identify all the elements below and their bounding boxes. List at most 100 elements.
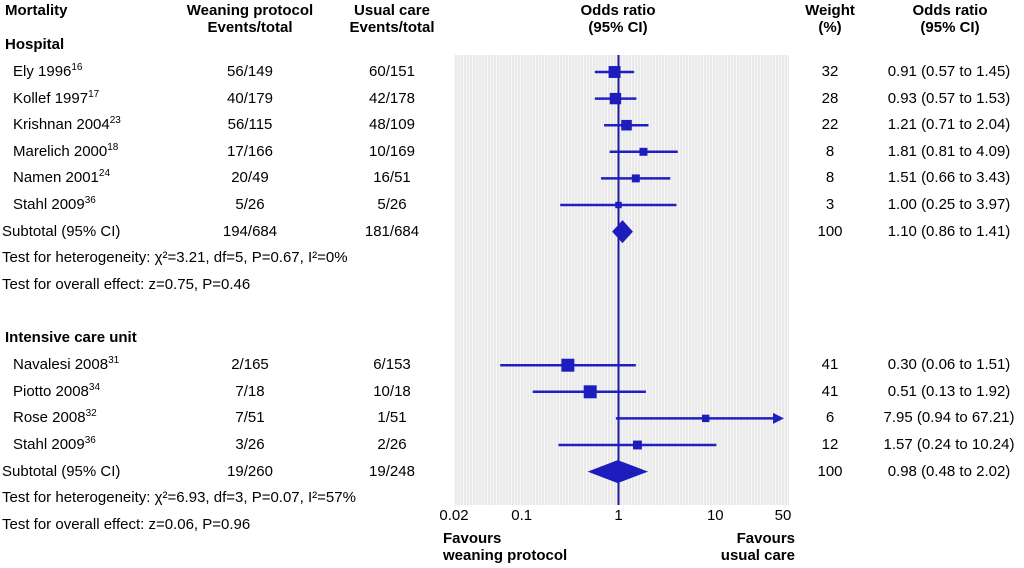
or-ci-text: 1.81 (0.81 to 4.09)	[887, 142, 1011, 160]
column-header-usual-events: Usual care Events/total	[349, 2, 435, 36]
weight-value: 41	[821, 356, 839, 374]
subtotal-row: Subtotal (95% CI) 194/684 181/684 100 1.10 (…	[0, 219, 1024, 245]
study-row: Marelich 200018 17/166 10/169 8 1.81 (0.81 t…	[0, 139, 1024, 165]
heterogeneity-note: Test for heterogeneity: χ²=6.93, df=3, P…	[2, 489, 356, 507]
or-axis-tick: 50	[774, 507, 792, 524]
or-marker	[631, 174, 640, 183]
heterogeneity-note: Test for heterogeneity: χ²=3.21, df=5, P…	[2, 249, 348, 267]
forest-panel	[454, 55, 789, 505]
study-label: Marelich 200018	[13, 141, 119, 160]
treat-events: 5/26	[235, 196, 265, 213]
or-marker	[615, 201, 622, 209]
study-reference: 17	[88, 88, 100, 100]
study-reference: 23	[109, 115, 121, 127]
column-header-odds-ratio-plot: Odds ratio (95% CI)	[580, 2, 656, 36]
treat-events: 17/166	[227, 142, 273, 160]
weight-value: 28	[821, 89, 839, 107]
study-reference: 31	[108, 355, 120, 367]
column-header-mortality: Mortality	[5, 2, 68, 19]
treat-events: 19/260	[227, 462, 273, 480]
control-events: 60/151	[369, 63, 415, 80]
study-label: Piotto 200834	[13, 381, 101, 400]
or-ci-text: 1.57 (0.24 to 10.24)	[883, 436, 1015, 453]
study-reference: 24	[98, 168, 111, 180]
study-reference: 34	[88, 381, 101, 393]
heterogeneity-row: Test for heterogeneity: χ²=3.21, df=5, P…	[0, 245, 1024, 271]
study-row: Kollef 199717 40/179 42/178 28 0.93 (0.57 to…	[0, 86, 1024, 112]
favours-right-label: Favours usual care	[720, 530, 795, 564]
column-header-weight: Weight (%)	[805, 2, 855, 36]
weight-value: 3	[825, 196, 835, 213]
control-events: 181/684	[364, 222, 420, 240]
treat-events: 194/684	[222, 222, 278, 240]
study-label: Stahl 200936	[13, 195, 96, 214]
group-name: Hospital	[5, 36, 65, 53]
or-axis-tick: 0.02	[439, 507, 469, 524]
weight-value: 100	[817, 462, 843, 480]
heterogeneity-row: Test for heterogeneity: χ²=6.93, df=3, P…	[0, 485, 1024, 511]
study-reference: 36	[84, 435, 96, 446]
study-label: Stahl 200936	[13, 435, 96, 454]
treat-events: 7/18	[235, 382, 265, 400]
control-events: 6/153	[373, 356, 411, 374]
treat-events: 56/115	[227, 116, 273, 134]
control-events: 48/109	[369, 116, 415, 134]
control-events: 16/51	[373, 169, 411, 187]
control-events: 19/248	[369, 462, 415, 480]
or-ci-text: 0.98 (0.48 to 2.02)	[887, 462, 1011, 480]
or-ci-text: 1.10 (0.86 to 1.41)	[887, 222, 1011, 240]
overall-effect-row: Test for overall effect: z=0.75, P=0.46	[0, 272, 1024, 298]
weight-value: 100	[817, 222, 843, 240]
control-events: 2/26	[377, 436, 407, 453]
weight-value: 8	[825, 169, 835, 187]
or-ci-text: 7.95 (0.94 to 67.21)	[883, 409, 1015, 427]
or-marker	[639, 147, 648, 156]
overall-effect-note: Test for overall effect: z=0.06, P=0.96	[2, 515, 251, 533]
ci-arrow-cap	[773, 412, 784, 424]
or-marker	[701, 414, 710, 423]
or-marker	[609, 92, 622, 105]
favours-left-label: Favours weaning protocol	[443, 530, 568, 564]
study-row: Stahl 200936 5/26 5/26 3 1.00 (0.25 to 3.97)	[0, 192, 1024, 218]
treat-events: 56/149	[227, 63, 273, 80]
weight-value: 41	[821, 382, 839, 400]
subtotal-label: Subtotal (95% CI)	[2, 222, 121, 240]
or-marker	[608, 66, 621, 78]
or-marker	[583, 385, 597, 399]
subtotal-row: Subtotal (95% CI) 19/260 19/248 100 0.98 (0.…	[0, 459, 1024, 485]
overall-effect-row: Test for overall effect: z=0.06, P=0.96	[0, 512, 1024, 538]
overall-effect-note: Test for overall effect: z=0.75, P=0.46	[2, 275, 251, 293]
weight-value: 6	[825, 409, 835, 427]
weight-value: 8	[825, 142, 835, 160]
control-events: 5/26	[377, 196, 407, 213]
or-ci-text: 0.91 (0.57 to 1.45)	[887, 63, 1011, 80]
study-reference: 36	[84, 195, 96, 206]
or-ci-text: 0.30 (0.06 to 1.51)	[887, 356, 1011, 374]
subtotal-label: Subtotal (95% CI)	[2, 462, 121, 480]
weight-value: 22	[821, 116, 839, 134]
or-ci-text: 1.21 (0.71 to 2.04)	[887, 116, 1011, 134]
subtotal-diamond	[587, 460, 649, 484]
or-marker	[621, 119, 632, 131]
control-events: 42/178	[369, 89, 415, 107]
treat-events: 2/165	[231, 356, 269, 374]
or-axis-tick: 1	[614, 507, 623, 524]
study-row: Navalesi 200831 2/165 6/153 41 0.30 (0.06 to…	[0, 352, 1024, 378]
treat-events: 20/49	[231, 169, 269, 187]
or-ci-text: 0.51 (0.13 to 1.92)	[887, 382, 1011, 400]
control-events: 10/18	[373, 382, 411, 400]
study-row: Stahl 200936 3/26 2/26 12 1.57 (0.24 to 10.2…	[0, 432, 1024, 458]
study-label: Kollef 199717	[13, 88, 100, 107]
control-events: 1/51	[377, 409, 407, 427]
study-row: Rose 200832 7/51 1/51 6 7.95 (0.94 to 67.21)	[0, 405, 1024, 431]
study-label: Ely 199616	[13, 62, 83, 81]
study-reference: 18	[107, 141, 119, 153]
forest-plot-svg	[500, 55, 784, 505]
treat-events: 7/51	[235, 409, 265, 427]
group-header-row: Intensive care unit	[0, 325, 1024, 351]
or-axis-tick: 0.1	[511, 507, 533, 524]
treat-events: 40/179	[227, 89, 273, 107]
or-ci-text: 0.93 (0.57 to 1.53)	[887, 89, 1011, 107]
or-ci-text: 1.00 (0.25 to 3.97)	[887, 196, 1011, 213]
